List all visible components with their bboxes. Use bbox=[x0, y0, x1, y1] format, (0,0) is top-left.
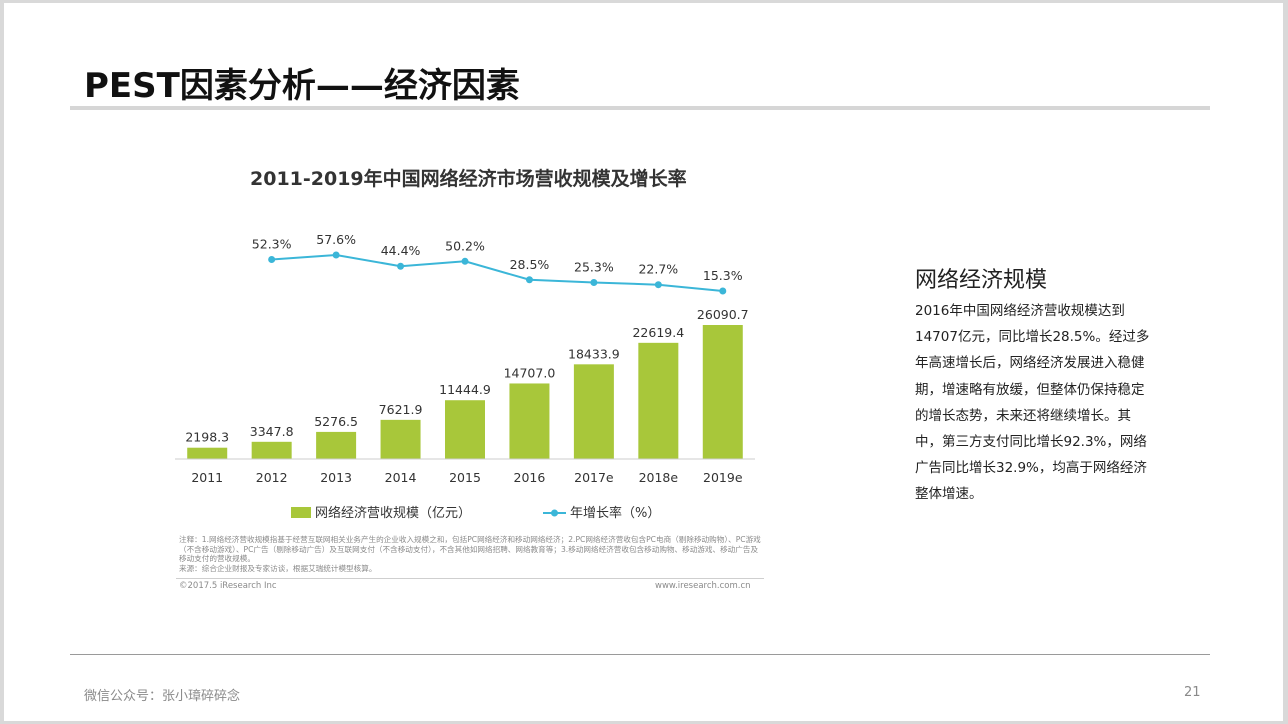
bar bbox=[251, 441, 292, 459]
note-divider bbox=[176, 578, 764, 579]
x-tick-label: 2016 bbox=[514, 470, 546, 485]
growth-rate-line bbox=[271, 253, 723, 292]
x-tick-label: 2017e bbox=[574, 470, 614, 485]
x-tick-label: 2019e bbox=[703, 470, 743, 485]
chart-title: 2011-2019年中国网络经济市场营收规模及增长率 bbox=[250, 168, 687, 190]
bar bbox=[573, 364, 614, 459]
bar bbox=[316, 431, 357, 459]
side-body: 2016年中国网络经济营收规模达到14707亿元，同比增长28.5%。经过多年高… bbox=[915, 303, 1150, 503]
footer-wechat-text: 微信公众号：张小璋碎碎念 bbox=[84, 689, 241, 704]
growth-rate-label: 44.4% bbox=[381, 243, 421, 258]
growth-rate-label: 15.3% bbox=[703, 268, 743, 283]
side-heading: 网络经济规模 bbox=[915, 268, 1048, 293]
bar-value-label: 3347.8 bbox=[250, 424, 294, 439]
growth-rate-point bbox=[654, 281, 662, 289]
legend-bar-swatch bbox=[291, 507, 311, 518]
bar bbox=[445, 400, 485, 459]
growth-rate-label: 25.3% bbox=[574, 259, 614, 274]
growth-rate-label: 22.7% bbox=[638, 262, 678, 277]
bar-value-label: 2198.3 bbox=[185, 430, 229, 445]
x-tick-label: 2015 bbox=[449, 470, 481, 485]
slide-title: PEST因素分析——经济因素 bbox=[84, 66, 520, 106]
growth-rate-point bbox=[590, 278, 598, 286]
chart-copyright: ©2017.5 iResearch Inc bbox=[179, 581, 277, 591]
bar bbox=[187, 447, 228, 459]
x-tick-label: 2014 bbox=[385, 470, 417, 485]
legend-bar-label: 网络经济营收规模（亿元） bbox=[315, 505, 471, 521]
chart-website: www.iresearch.com.cn bbox=[655, 581, 751, 591]
growth-rate-point bbox=[268, 256, 276, 264]
title-divider bbox=[70, 106, 1210, 110]
growth-rate-point bbox=[332, 251, 340, 259]
bar bbox=[509, 383, 550, 459]
x-tick-label: 2018e bbox=[639, 470, 679, 485]
growth-rate-point bbox=[525, 276, 533, 284]
growth-rate-label: 52.3% bbox=[252, 237, 292, 252]
legend-line-label: 年增长率（%） bbox=[570, 505, 660, 521]
bar-value-label: 18433.9 bbox=[568, 346, 620, 361]
bar-value-label: 11444.9 bbox=[439, 382, 491, 397]
chart: 2198.3 2011 3347.8 2012 5276.5 2013 7621.9 2014… bbox=[175, 232, 755, 521]
bar-value-label: 22619.4 bbox=[632, 325, 684, 340]
bar-value-label: 5276.5 bbox=[314, 414, 358, 429]
growth-rate-point bbox=[719, 287, 727, 295]
bar bbox=[702, 325, 743, 459]
bar-value-label: 26090.7 bbox=[697, 307, 749, 322]
growth-rate-label: 57.6% bbox=[316, 232, 356, 247]
chart-note-text: 注释：1.网络经济营收规模指基于经营互联网相关业务产生的企业收入规模之和，包括P… bbox=[179, 535, 761, 564]
bar bbox=[380, 419, 421, 459]
footer-divider bbox=[70, 654, 1210, 655]
bar bbox=[638, 342, 679, 459]
page-number: 21 bbox=[1184, 685, 1201, 700]
chart-source-text: 来源：综合企业财报及专家访谈，根据艾瑞统计模型核算。 bbox=[179, 563, 377, 573]
x-tick-label: 2011 bbox=[191, 470, 223, 485]
growth-rate-label: 28.5% bbox=[510, 257, 550, 272]
chart-note: 注释：1.网络经济营收规模指基于经营互联网相关业务产生的企业收入规模之和，包括P… bbox=[179, 535, 764, 573]
growth-rate-point bbox=[461, 257, 469, 265]
x-tick-label: 2012 bbox=[256, 470, 288, 485]
growth-rate-label: 50.2% bbox=[445, 238, 485, 253]
x-tick-label: 2013 bbox=[320, 470, 352, 485]
growth-rate-point bbox=[397, 262, 405, 270]
legend-line-marker bbox=[551, 509, 558, 517]
bar-value-label: 7621.9 bbox=[379, 402, 423, 417]
bar-value-label: 14707.0 bbox=[504, 365, 556, 380]
